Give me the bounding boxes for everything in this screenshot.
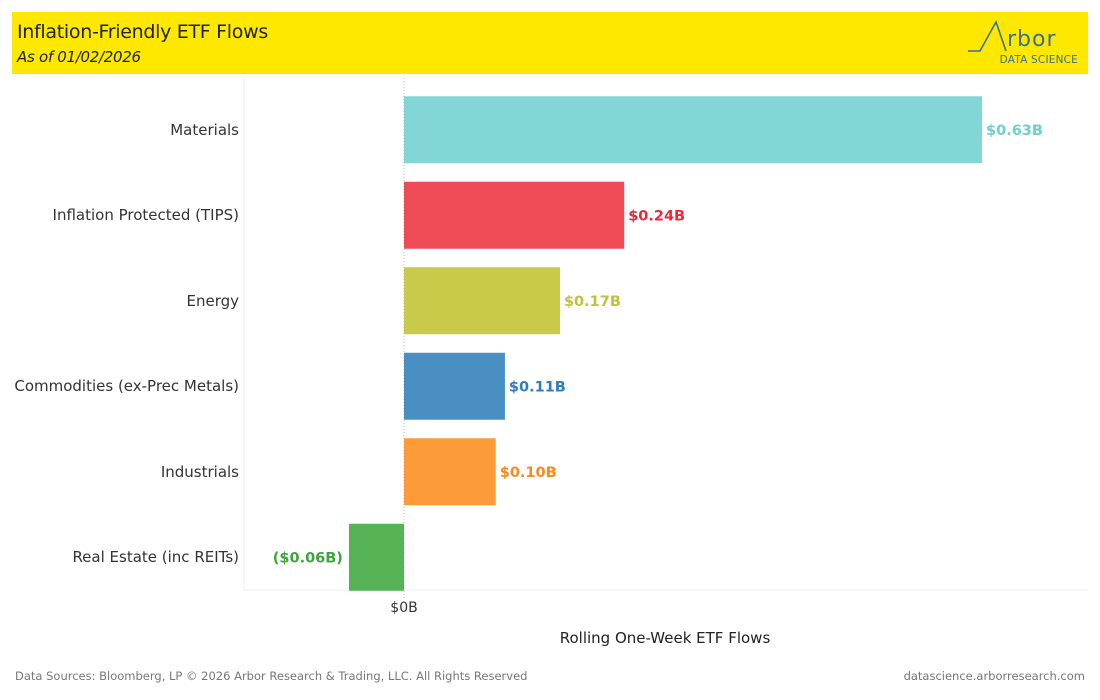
as-of-date: As of 01/02/2026 [17, 48, 141, 66]
chart-title: Inflation-Friendly ETF Flows [17, 21, 268, 43]
logo-subtitle: DATA SCIENCE [999, 54, 1078, 66]
bar-chart: $0.63B $0.24B $0.17B $0.11B $0.10B ($0.06B) M… [0, 78, 1100, 658]
x-axis-title: Rolling One-Week ETF Flows [559, 629, 771, 647]
bar-materials[interactable] [404, 96, 983, 164]
category-label: Energy [186, 291, 239, 310]
data-label: $0.10B [500, 465, 557, 481]
website-link[interactable]: datascience.arborresearch.com [903, 669, 1085, 683]
data-label: $0.24B [628, 208, 685, 224]
bar-real-estate-inc-reits[interactable] [348, 523, 404, 591]
data-label: $0.17B [564, 294, 621, 310]
arbor-logo-icon [968, 20, 1007, 52]
plot-area-border [243, 78, 1088, 591]
bar-energy[interactable] [404, 267, 560, 335]
data-label: $0.11B [509, 379, 566, 395]
category-label: Commodities (ex-Prec Metals) [14, 377, 239, 396]
x-tick-label: $0B [390, 600, 418, 616]
bar-inflation-protected-tips[interactable] [404, 181, 625, 249]
chart-canvas: $0.63B $0.24B $0.17B $0.11B $0.10B ($0.06B) [243, 78, 1088, 600]
bar-commodities-ex-prec-metals[interactable] [404, 352, 505, 420]
category-label: Industrials [160, 462, 239, 481]
logo-wordmark: rbor [1007, 27, 1057, 52]
data-label: ($0.06B) [273, 550, 343, 566]
bar-industrials[interactable] [404, 438, 496, 506]
category-label: Materials [170, 120, 239, 139]
data-sources-footer: Data Sources: Bloomberg, LP © 2026 Arbor… [15, 669, 528, 683]
header-banner: Inflation-Friendly ETF Flows As of 01/02… [12, 12, 1088, 74]
arbor-logo: rbor DATA SCIENCE [966, 16, 1078, 72]
category-label: Inflation Protected (TIPS) [52, 206, 239, 225]
data-label: $0.63B [986, 123, 1043, 139]
category-label: Real Estate (inc REITs) [72, 548, 239, 567]
logo-wordmark-text: rbor [1007, 27, 1057, 52]
